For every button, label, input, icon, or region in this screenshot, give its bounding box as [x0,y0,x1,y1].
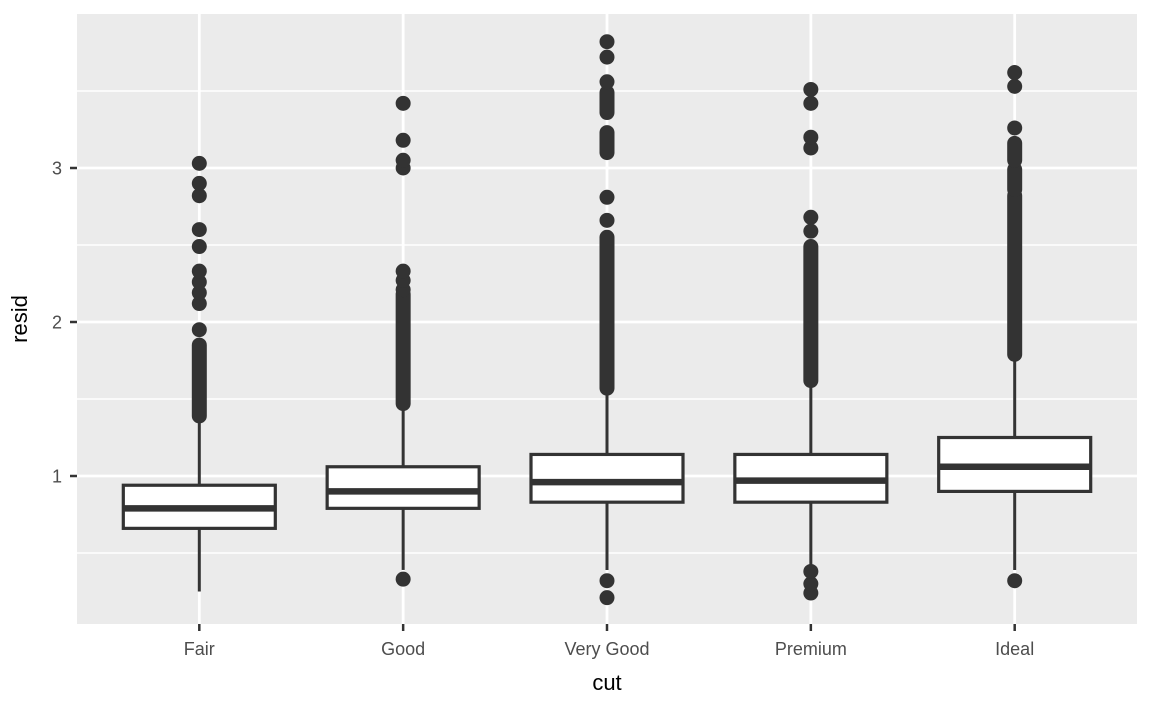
x-tick-label: Premium [775,639,847,659]
x-tick-label: Good [381,639,425,659]
outlier-dot [191,222,207,238]
y-tick-label: 1 [52,466,62,486]
outlier-dot [191,285,207,301]
outlier-dot [803,95,819,111]
outlier-dot [599,74,615,90]
outlier-dot [803,576,819,592]
axis-layer: 1 2 3 Fair Good Very Good Premium Ideal [52,158,1034,659]
outlier-dot [395,132,411,148]
box-iqr [529,452,685,504]
outlier-dot [803,129,819,145]
outlier-dot [1007,65,1023,81]
outlier-dot [191,239,207,255]
boxplot-layer [121,34,1093,606]
boxplot-ideal [937,65,1093,589]
boxplot-very-good [529,34,685,606]
outlier-dot [191,188,207,204]
boxplot-good [325,95,481,587]
outlier-dot [395,152,411,168]
outlier-dot [803,140,819,156]
boxplot-premium [733,81,889,601]
y-axis-title: resid [7,295,32,343]
outlier-dot [395,95,411,111]
outlier-dot [1007,573,1023,589]
outlier-dot [191,322,207,338]
outlier-dot [599,212,615,228]
outlier-dot [599,34,615,50]
outlier-dot [191,263,207,279]
outlier-dot [599,590,615,606]
outlier-dot [803,81,819,97]
outlier-dot [599,189,615,205]
x-axis-title: cut [592,670,621,695]
outlier-dot [191,155,207,171]
y-tick-label: 2 [52,312,62,332]
outlier-dot [1007,120,1023,136]
y-tick-label: 3 [52,158,62,178]
outlier-dot [803,223,819,239]
x-tick-label: Very Good [564,639,649,659]
x-tick-label: Ideal [995,639,1034,659]
outlier-dot [803,563,819,579]
x-tick-label: Fair [184,639,215,659]
outlier-dot [803,209,819,225]
outlier-dot [191,274,207,290]
outlier-dot [191,175,207,191]
outlier-dot [1007,78,1023,94]
outlier-dot [191,296,207,312]
outlier-dot [599,573,615,589]
outlier-dot [395,263,411,279]
outlier-dot [395,571,411,587]
outlier-dot [599,49,615,65]
box-iqr [325,465,481,510]
boxplot-fair [121,155,277,592]
